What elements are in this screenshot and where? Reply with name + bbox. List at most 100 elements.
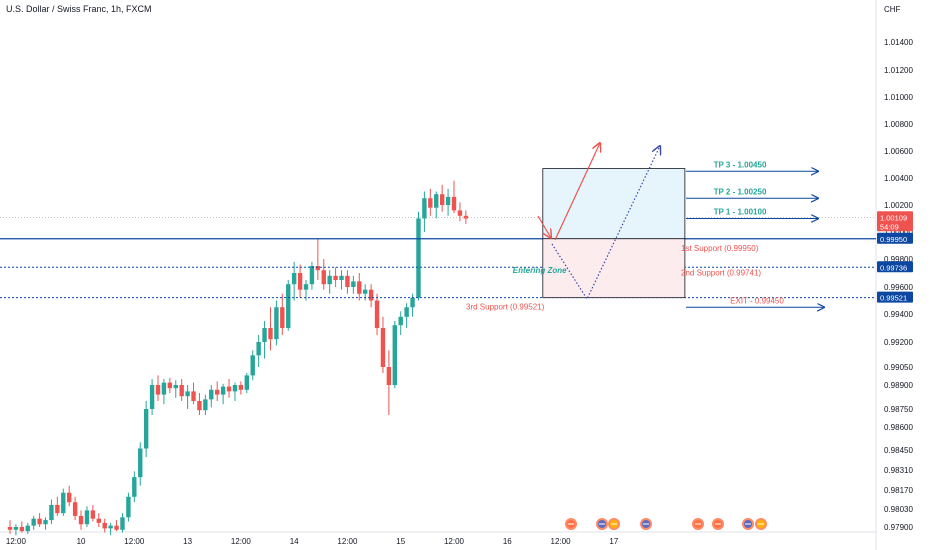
time-tick-label: 12:00 [337, 537, 358, 546]
time-tick-label: 15 [396, 537, 405, 546]
economic-event-icon[interactable] [755, 518, 767, 530]
candle-body [297, 273, 303, 290]
symbol-title: U.S. Dollar / Swiss Franc, 1h, FXCM [6, 4, 152, 14]
price-tick-label: 0.99400 [884, 310, 913, 319]
price-tick-label: 0.98310 [884, 466, 913, 475]
candle-body [126, 496, 131, 518]
candle-body [155, 385, 161, 395]
candle-body [327, 275, 332, 285]
first-support-label: 1st Support (0.99950) [681, 244, 759, 253]
candle-body [132, 477, 137, 497]
candle-body [380, 328, 386, 367]
candle-body [422, 198, 427, 219]
economic-event-icon[interactable] [742, 518, 754, 530]
candle-body [78, 515, 84, 525]
svg-text:0.99521: 0.99521 [880, 294, 907, 303]
candle-body [173, 385, 178, 389]
candle-body [434, 194, 439, 208]
zone-upper-box [542, 168, 686, 240]
time-tick-label: 12:00 [6, 537, 27, 546]
third-support-badge: 0.99521 [877, 291, 913, 303]
second-support-badge: 0.99736 [877, 261, 913, 273]
candle-body [357, 281, 362, 294]
time-tick-label: 12:00 [551, 537, 572, 546]
price-tick-label: 1.01400 [884, 38, 913, 47]
candle-body [37, 518, 42, 525]
economic-event-icon[interactable] [608, 518, 620, 530]
candle-body [410, 297, 415, 308]
candle-body [268, 328, 273, 340]
candle-body [451, 196, 457, 211]
candle-body [96, 518, 101, 523]
price-tick-label: 0.98030 [884, 505, 913, 514]
candle-body [315, 266, 321, 271]
zone-lower-box [542, 238, 686, 299]
candle-body [209, 389, 214, 400]
candle-body [215, 389, 220, 395]
candle-body [72, 502, 78, 516]
time-tick-label: 12:00 [124, 537, 145, 546]
candle-body [61, 492, 66, 514]
candle-body [185, 391, 190, 397]
time-tick-label: 10 [77, 537, 86, 546]
currency-label: CHF [884, 5, 901, 14]
candle-body [286, 284, 291, 328]
chart-annotations: Entering Zone 1st Support (0.99950) 2nd Su… [0, 143, 876, 312]
price-tick-label: 1.00600 [884, 147, 913, 156]
price-tick-label: 1.00200 [884, 201, 913, 210]
candle-body [244, 375, 249, 390]
economic-event-icon[interactable] [565, 518, 577, 530]
candle-body [25, 525, 30, 532]
candle-body [19, 527, 25, 532]
time-tick-label: 17 [609, 537, 618, 546]
candle-body [374, 300, 380, 328]
candle-body [191, 391, 196, 401]
candle-body [108, 525, 113, 529]
economic-event-icon[interactable] [640, 518, 652, 530]
candle-body [90, 510, 96, 519]
economic-event-icon[interactable] [596, 518, 608, 530]
candle-body [220, 386, 226, 395]
price-tick-label: 1.00800 [884, 120, 913, 129]
price-tick-label: 1.00400 [884, 174, 913, 183]
economic-event-icon[interactable] [692, 518, 704, 530]
price-tick-label: 0.98450 [884, 446, 913, 455]
scenario-rally-arrow [554, 143, 600, 241]
exit-label: EXIT - 0.99450 [730, 296, 784, 305]
candle-body [203, 399, 208, 411]
candle-body [67, 492, 72, 503]
candle-body [179, 385, 184, 397]
candle-body [256, 342, 261, 356]
candle-body [138, 448, 143, 478]
scenario-drop-arrow [537, 215, 551, 238]
candle-body [333, 275, 338, 280]
time-tick-label: 13 [183, 537, 192, 546]
candle-body [31, 518, 36, 526]
time-tick-label: 14 [290, 537, 299, 546]
candle-body [250, 355, 255, 376]
price-tick-label: 0.98750 [884, 405, 913, 414]
svg-text:0.99950: 0.99950 [880, 235, 907, 244]
candle-body [197, 401, 202, 411]
price-tick-label: 0.97900 [884, 523, 913, 532]
candle-body [439, 194, 445, 205]
target-label: TP 1 - 1.00100 [714, 208, 767, 217]
price-tick-label: 0.98170 [884, 486, 913, 495]
candle-body [445, 196, 451, 205]
time-tick-label: 12:00 [444, 537, 465, 546]
candle-body [149, 385, 155, 409]
candle-body [43, 520, 48, 525]
candle-body [232, 385, 238, 392]
target-label: TP 2 - 1.00250 [714, 187, 767, 196]
candle-body [13, 527, 19, 530]
candle-body [392, 325, 397, 385]
candle-body [321, 270, 326, 285]
candle-body [102, 522, 107, 529]
price-tick-label: 1.01200 [884, 66, 913, 75]
economic-event-icon[interactable] [712, 518, 724, 530]
first-support-badge: 0.99950 [877, 232, 913, 244]
candle-body [303, 284, 309, 290]
candle-body [226, 386, 232, 392]
